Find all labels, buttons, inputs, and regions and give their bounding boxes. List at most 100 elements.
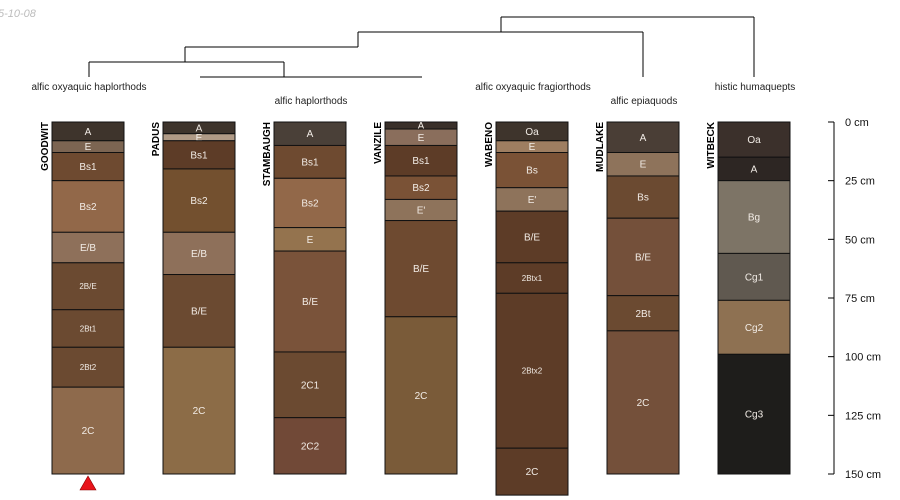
- horizon-block: [495, 262, 569, 294]
- profile-name: WABENO: [484, 122, 495, 167]
- horizon-block: [51, 180, 125, 233]
- horizon-label: Cg2: [745, 323, 764, 334]
- horizon-label: 2Bt2: [80, 363, 97, 372]
- horizon-label: Bs2: [412, 183, 430, 194]
- horizon-label: Bs1: [412, 156, 430, 167]
- profile-name: WITBECK: [706, 121, 717, 168]
- horizon-label: E/B: [191, 249, 207, 260]
- group-label: alfic oxyaquic fragiorthods: [475, 82, 591, 93]
- horizon-block: [606, 175, 680, 219]
- soil-profile: A E Bs B/E 2Bt 2C MUDLAKE: [595, 121, 680, 475]
- horizon-block: [273, 144, 347, 179]
- horizon-block: [717, 353, 791, 475]
- soil-profile: Oa A Bg Cg1 Cg2 Cg3 WITBECK: [706, 121, 791, 475]
- horizon-label: Bs: [526, 166, 538, 177]
- horizon-label: 2Btx2: [522, 367, 543, 376]
- date-stamp: 5-10-08: [0, 8, 36, 20]
- axis-tick-label: 25 cm: [845, 176, 875, 188]
- horizon-label: 2C: [415, 391, 428, 402]
- horizon-block: [495, 292, 569, 449]
- horizon-label: Oa: [747, 135, 761, 146]
- horizon-label: A: [196, 123, 203, 134]
- horizon-block: [717, 299, 791, 355]
- group-label: alfic oxyaquic haplorthods: [31, 82, 146, 93]
- horizon-label: E': [528, 195, 537, 206]
- horizon-label: Cg1: [745, 272, 764, 283]
- horizon-block: [162, 140, 236, 170]
- horizon-label: Bs2: [190, 196, 208, 207]
- horizon-label: B/E: [524, 232, 540, 243]
- group-label: alfic epiaquods: [611, 96, 678, 107]
- horizon-block: [162, 274, 236, 348]
- horizon-label: Bs1: [190, 150, 208, 161]
- horizon-label: 2C: [526, 467, 539, 478]
- horizon-block: [495, 447, 569, 496]
- axis-tick-label: 0 cm: [845, 117, 869, 129]
- horizon-label: A: [418, 121, 425, 132]
- horizon-label: B/E: [302, 297, 318, 308]
- horizon-block: [384, 316, 458, 475]
- horizon-block: [384, 220, 458, 318]
- red-triangle-icon: [79, 475, 97, 491]
- horizon-block: [51, 231, 125, 264]
- horizon-label: B/E: [413, 264, 429, 275]
- soil-profile: AE Bs1 Bs2 E/B B/E 2C PADUS: [151, 121, 236, 475]
- horizon-block: [495, 152, 569, 189]
- horizon-label: Bs1: [79, 162, 97, 173]
- horizon-block: [51, 386, 125, 475]
- soil-profile: AE Bs1 Bs2 E/B 2B/E 2Bt1 2Bt2 2C GOODWIT: [40, 121, 125, 491]
- horizon-block: [273, 177, 347, 229]
- soil-profile: Oa E Bs E' B/E 2Btx1 2Btx2 2C WABENO: [484, 121, 569, 496]
- horizon-label: E: [307, 235, 314, 246]
- profile-name: GOODWIT: [40, 122, 51, 171]
- horizon-label: 2B/E: [79, 282, 96, 291]
- horizon-label: Bs: [637, 193, 649, 204]
- profile-name: PADUS: [151, 122, 162, 157]
- horizon-label: 2Btx1: [522, 274, 543, 283]
- horizon-label: E: [529, 142, 536, 153]
- dendrogram: [88, 16, 755, 78]
- horizon-label: B/E: [191, 306, 207, 317]
- horizon-label: Bg: [748, 213, 760, 224]
- horizon-label: 2C: [637, 398, 650, 409]
- horizon-label: Bs2: [79, 202, 97, 213]
- horizon-label: 2Bt1: [80, 324, 97, 333]
- group-label: histic humaquepts: [715, 82, 796, 93]
- axis-tick-label: 125 cm: [845, 410, 881, 422]
- axis-tick-label: 100 cm: [845, 352, 881, 364]
- horizon-label: 2C1: [301, 380, 320, 391]
- axis-tick-label: 50 cm: [845, 234, 875, 246]
- horizon-label: B/E: [635, 252, 651, 263]
- horizon-label: A: [307, 129, 314, 140]
- soil-profile: A Bs1 Bs2 E B/E 2C1 2C2 STAMBAUGH: [262, 121, 347, 475]
- horizon-label: E': [417, 206, 426, 217]
- horizon-label: E: [418, 133, 425, 144]
- horizon-block: [162, 346, 236, 475]
- group-label: alfic haplorthods: [275, 96, 348, 107]
- horizon-block: [51, 346, 125, 388]
- horizon-label: 2C: [82, 426, 95, 437]
- horizon-block: [51, 262, 125, 311]
- horizon-block: [606, 121, 680, 154]
- depth-axis: 0 cm 25 cm 50 cm 75 cm 100 cm 125 cm 150 cm: [828, 117, 881, 481]
- horizon-label: E: [85, 142, 92, 153]
- horizon-label: E: [640, 160, 647, 171]
- horizon-block: [162, 168, 236, 233]
- horizon-block: [273, 250, 347, 353]
- horizon-block: [606, 217, 680, 297]
- soil-profile: AE Bs1 Bs2 E' B/E 2C VANZILE: [373, 121, 458, 475]
- horizon-label: Bs2: [301, 198, 319, 209]
- horizon-block: [51, 152, 125, 182]
- horizon-label: E: [196, 133, 203, 144]
- horizon-label: Bs1: [301, 157, 319, 168]
- horizon-label: 2C: [193, 406, 206, 417]
- horizon-label: A: [751, 164, 758, 175]
- horizon-block: [606, 330, 680, 475]
- horizon-label: Cg3: [745, 410, 764, 421]
- horizon-block: [51, 309, 125, 348]
- profile-name: MUDLAKE: [595, 122, 606, 172]
- horizon-block: [162, 231, 236, 276]
- horizon-label: A: [85, 127, 92, 138]
